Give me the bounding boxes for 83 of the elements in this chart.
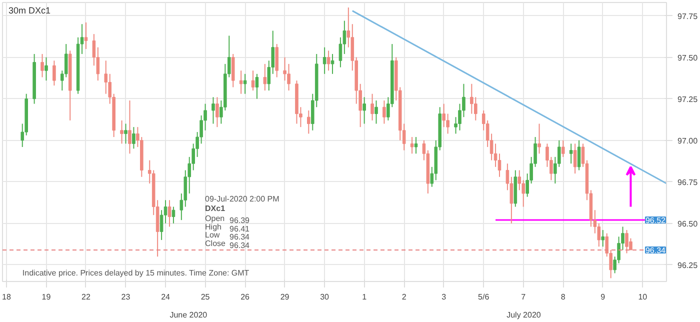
candlestick (239, 70, 243, 94)
text: July 2020 (506, 310, 542, 320)
x-tick-label: 25 (200, 292, 210, 302)
x-tick-label: 2 (402, 292, 407, 302)
candlestick (577, 140, 581, 171)
candlestick (362, 96, 366, 124)
x-tick-label: 10 (638, 292, 648, 302)
x-tick-label: 26 (240, 292, 250, 302)
candlestick (601, 230, 605, 248)
y-tick-label: 97.50 (678, 53, 698, 62)
candlestick (498, 153, 502, 178)
y-tick-label: 96.50 (678, 219, 698, 228)
candlestick (243, 73, 247, 94)
candlestick (326, 50, 330, 72)
candlestick (132, 126, 136, 150)
candlestick (538, 123, 541, 154)
candlestick (64, 44, 68, 78)
y-tick-label: 97.25 (678, 94, 698, 104)
x-tick-label: 24 (161, 292, 171, 302)
candlestick (231, 53, 235, 88)
candlestick (275, 44, 278, 78)
annotation: Low (205, 230, 220, 240)
candlestick (573, 143, 577, 174)
candlestick (168, 200, 172, 228)
x-tick-label: 1 (362, 292, 368, 302)
candlestick (104, 60, 108, 94)
candlestick (370, 93, 374, 121)
candlestick (120, 120, 124, 144)
annotation: 96.52 (645, 216, 666, 226)
annotation: 09-Jul-2020 2:00 PM (205, 194, 280, 204)
candlestick (494, 143, 498, 168)
candlestick (44, 56, 48, 82)
candlestick (124, 123, 128, 144)
annotation: High (205, 222, 222, 232)
candlestick (52, 60, 56, 86)
text: June 2020 (170, 310, 208, 320)
candlestick (414, 136, 418, 154)
candlestick (307, 110, 310, 134)
candlestick (410, 136, 414, 154)
candlestick (255, 73, 259, 100)
x-tick-label: 8 (560, 292, 566, 302)
candlestick (330, 53, 334, 74)
annotation: DXc1 (205, 204, 226, 214)
candlestick (569, 143, 573, 164)
annotation: Open (205, 214, 225, 223)
x-tick-label: 7 (521, 292, 526, 302)
x-tick-label: 30 (320, 292, 330, 302)
annotation: Indicative price. Prices delayed by 15 minutes. Time Zone: GMT (22, 268, 250, 278)
x-tick-label: 29 (280, 292, 290, 302)
candlestick (382, 100, 386, 124)
candlestick (40, 53, 44, 78)
candlestick (128, 100, 132, 154)
y-tick-label: 97.00 (678, 136, 698, 146)
candlestick (172, 206, 176, 224)
candlestick (322, 46, 326, 74)
x-tick-label: 3 (442, 292, 447, 302)
candlestick (474, 96, 478, 121)
candlestick (212, 96, 215, 124)
annotation: 96.41 (229, 224, 250, 234)
x-tick-label: 18 (2, 292, 12, 302)
y-tick-label: 96.75 (678, 178, 698, 187)
x-tick-label: 9 (600, 292, 606, 302)
candlestick (216, 96, 219, 128)
x-tick-label: 19 (42, 292, 52, 302)
candlestick (84, 22, 88, 50)
x-tick-label: 22 (82, 292, 91, 302)
annotation: 96.34 (229, 241, 250, 250)
annotation: 96.34 (229, 232, 250, 242)
y-tick-label: 97.75 (678, 12, 698, 21)
ref-line-label: 96.34 (645, 246, 666, 255)
annotation: Close (205, 239, 226, 248)
y-tick-label: 96.25 (678, 260, 698, 270)
annotation: 96.39 (229, 216, 250, 225)
candlestick (442, 103, 446, 128)
candlestick (374, 100, 378, 124)
candlestick (561, 140, 565, 158)
candlestick (263, 63, 267, 92)
x-tick-label: 23 (121, 292, 131, 302)
candlestick (283, 56, 286, 82)
candlestick (518, 170, 522, 191)
chart-title: 30m DXc1 (8, 6, 51, 16)
candlestick (251, 70, 255, 92)
x-tick-label: 5/6 (478, 292, 490, 302)
